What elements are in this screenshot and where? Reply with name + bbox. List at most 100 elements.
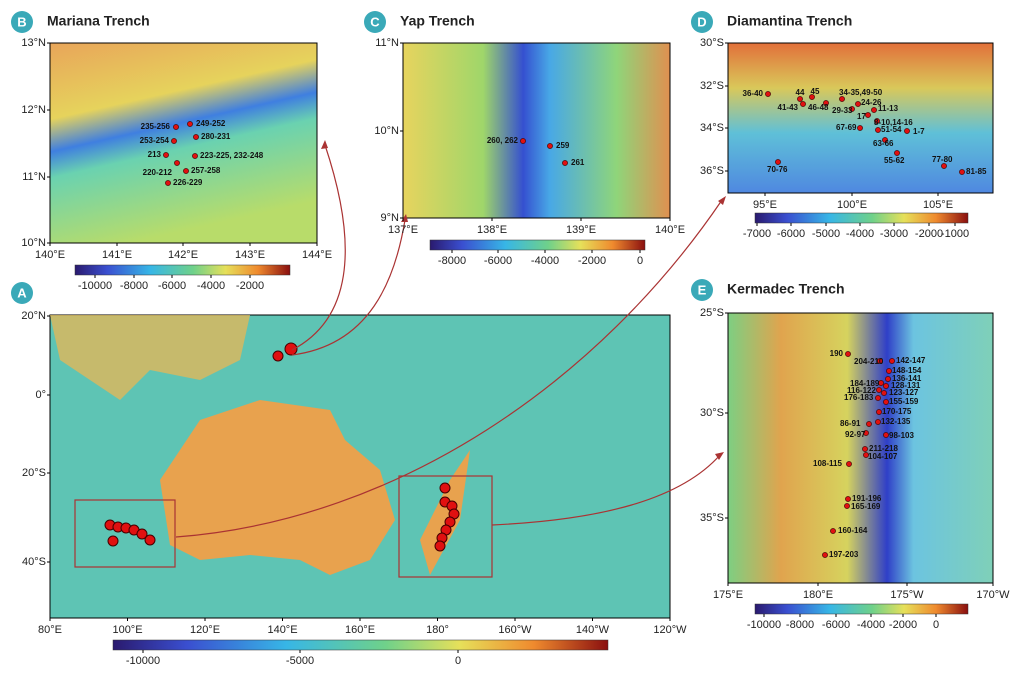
station-marker [941,163,947,169]
panel-title: Kermadec Trench [727,281,845,297]
station-label: 259 [556,141,570,150]
colorbar [754,212,969,224]
station-label: 8-10,14-16 [874,118,913,127]
y-tick-label: 40°S [22,556,46,568]
y-tick-label: 0° [35,389,46,401]
x-tick-label: 170°W [976,589,1010,601]
panel-badge [11,11,33,33]
australia [160,400,395,575]
asia [50,315,250,400]
station-label: 63-66 [873,139,894,148]
station-marker [165,180,171,186]
station-label: 46-48 [808,103,829,112]
y-tick-label: 11°N [22,171,46,183]
colorbar-tick-label: -7000 [743,228,771,240]
colorbar-tick-label: -10000 [126,655,160,667]
station-marker [775,159,781,165]
station-marker [876,409,882,415]
station-label: 92-97 [845,430,866,439]
station-marker [875,127,881,133]
y-tick-label: 20°S [22,467,46,479]
y-tick-label: 20°N [21,310,46,322]
station-marker [187,121,193,127]
station-marker [863,430,869,436]
station-marker [846,461,852,467]
station-marker [959,169,965,175]
station-marker [885,376,891,382]
x-tick-label: 160°W [498,624,532,636]
panel-letter: E [698,282,707,297]
panel-title: Mariana Trench [47,13,150,29]
colorbar-tick-label: -4000 [531,255,559,267]
y-tick-label: 32°S [700,80,724,92]
station-label: 211-218 [869,444,898,453]
station-marker [520,138,526,144]
station-label: 86-91 [840,419,861,428]
station-marker [809,94,815,100]
x-tick-label: 160°E [345,624,375,636]
x-tick-label: 140°W [576,624,610,636]
station-marker [547,143,553,149]
station-marker [886,368,892,374]
station-label: 98-103 [889,431,914,440]
station-marker [878,380,884,386]
colorbar [112,639,609,651]
y-tick-label: 11°N [375,37,399,49]
station-marker [173,124,179,130]
panel-letter: A [17,285,27,300]
station-label: 17 [857,112,866,121]
x-tick-label: 180° [426,624,449,636]
colorbar-tick-label: -5000 [812,228,840,240]
y-tick-label: 35°S [700,512,724,524]
colorbar-tick-label: -8000 [120,280,148,292]
colorbar-tick-label: -4000 [846,228,874,240]
colorbar-tick-label: -2000 [236,280,264,292]
station-label: 160-164 [838,526,868,535]
x-tick-label: 80°E [38,624,62,636]
x-tick-label: 137°E [388,224,418,236]
station-label: 223-225, 232-248 [200,151,264,160]
station-label: 44 [796,88,805,97]
station-label: 148-154 [892,366,922,375]
station-marker [183,168,189,174]
colorbar-tick-label: -3000 [880,228,908,240]
station-marker [797,96,803,102]
station-marker [192,153,198,159]
y-tick-label: 30°S [700,37,724,49]
station-marker [894,150,900,156]
station-label: 34-35,49-50 [839,88,883,97]
callout-arrows [175,144,723,538]
panel-badge [11,282,33,304]
station-label: 51-54 [881,125,902,134]
station-marker [865,112,871,118]
station-marker [883,399,889,405]
colorbar-tick-label: -1000 [941,228,969,240]
panel-title: Yap Trench [400,13,475,29]
x-tick-label: 140°E [655,224,685,236]
station-label: 176-183 [844,393,874,402]
station-label: 220-212 [143,168,173,177]
station-marker [171,138,177,144]
colorbar [74,264,291,276]
panel-badge [691,279,713,301]
y-tick-label: 13°N [21,37,46,49]
station-label: 11-13 [878,104,899,113]
y-tick-label: 34°S [700,122,724,134]
x-tick-label: 140°E [267,624,297,636]
station-label: 29-33 [832,106,853,115]
station-label: 123-127 [889,388,919,397]
station-marker [823,100,829,106]
station-label: 104-107 [868,452,898,461]
station-label: 1-7 [913,127,925,136]
station-marker [883,432,889,438]
y-tick-label: 12°N [21,104,46,116]
station-marker [844,503,850,509]
x-tick-label: 175°E [713,589,743,601]
station-marker [562,160,568,166]
station-marker [889,358,895,364]
station-marker [839,96,845,102]
station-label: 41-43 [778,103,799,112]
colorbar-tick-label: -10000 [747,619,781,631]
station-marker [875,395,881,401]
